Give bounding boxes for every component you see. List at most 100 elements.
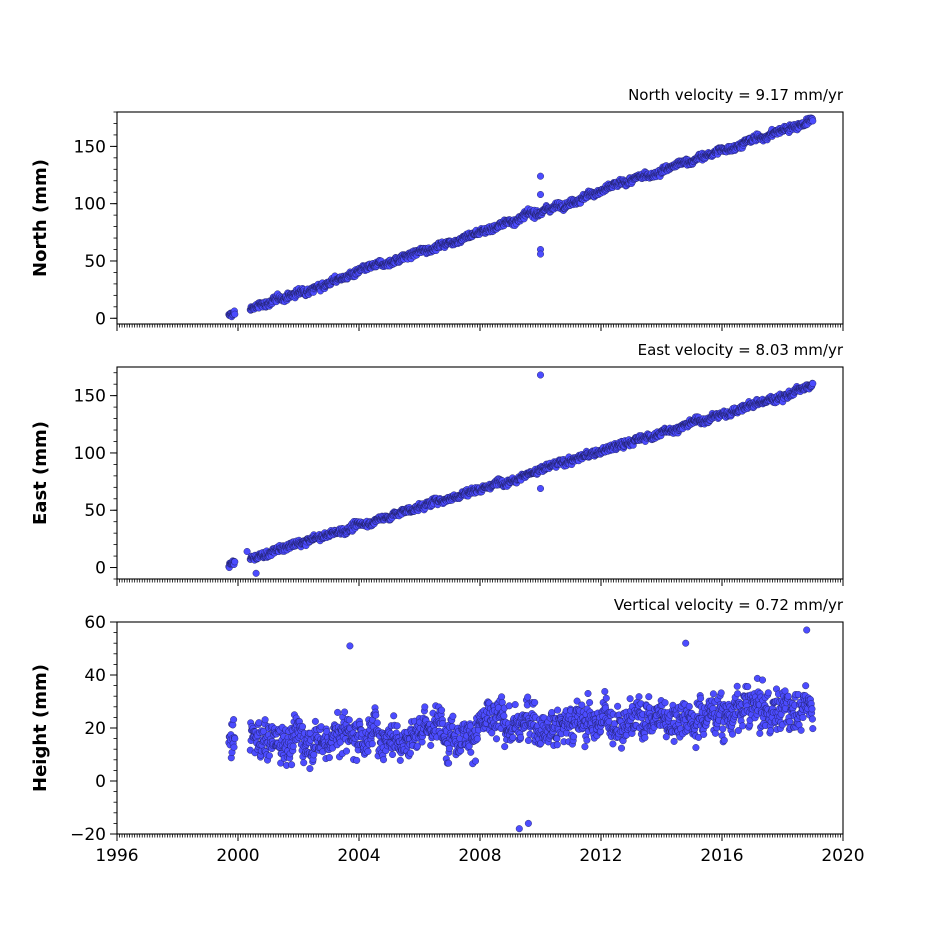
height-data-point [427,741,435,749]
height-data-point [692,744,700,752]
height-data-point [511,701,519,709]
height-data-point [380,756,388,764]
height-data-point [524,693,532,701]
height-data-point [531,699,539,707]
height-data-point [645,693,653,701]
height-data-point [353,756,361,764]
height-data-point [601,688,609,696]
height-data-point [501,743,509,751]
height-data-point [641,734,649,742]
east-outlier-point [252,569,260,577]
height-data-point [586,699,594,707]
height-points [225,626,817,833]
north-y-tick-label: 0 [95,309,106,329]
height-data-point [697,694,705,702]
height-panel: Vertical velocity = 0.72 mm/yr Height (m… [30,596,865,866]
height-data-point [406,749,414,757]
height-data-point [570,733,578,741]
north-y-tick-label: 100 [74,195,106,215]
east-panel: East velocity = 8.03 mm/yr East (mm) 0 50… [30,341,844,586]
height-data-point [255,719,263,727]
east-y-tick-label: 0 [95,559,106,579]
east-points [225,371,817,577]
height-data-point [786,718,794,726]
height-data-point [372,711,380,719]
height-data-point [670,737,678,745]
height-data-point [345,716,353,724]
height-data-point [288,761,296,769]
height-y-axis-label: Height (mm) [30,664,51,792]
east-data-point [809,380,817,388]
height-data-point [364,747,372,755]
east-outlier-point [537,371,545,379]
north-panel: North velocity = 9.17 mm/yr North (mm) 0… [30,86,844,331]
height-data-point [583,736,591,744]
height-data-point [373,719,381,727]
height-data-point [341,708,349,716]
height-data-point [744,683,752,691]
east-x-ticks [116,579,844,586]
height-data-point [661,699,669,707]
height-data-point [618,744,626,752]
north-points [225,114,817,321]
height-data-point [230,743,238,751]
height-data-point [609,740,617,748]
height-data-point [717,689,725,697]
height-data-point [759,676,767,684]
height-data-point [729,730,737,738]
height-data-point [393,722,401,730]
east-y-tick-label: 100 [74,444,106,464]
height-data-point [784,692,792,700]
north-y-ticks: 0 50 100 150 [74,111,117,329]
height-data-point [500,712,508,720]
height-data-point [733,682,741,690]
height-data-point [467,748,475,756]
height-data-point [739,722,747,730]
height-data-point [493,735,501,743]
north-x-ticks [116,324,844,331]
height-data-point [265,752,273,760]
height-data-point [756,729,764,737]
height-data-point [449,712,457,720]
height-data-point [230,716,238,724]
north-outlier-point [537,172,545,180]
height-title: Vertical velocity = 0.72 mm/yr [614,596,844,614]
east-y-ticks: 0 50 100 150 [74,372,117,580]
height-data-point [300,759,308,767]
north-data-point [809,117,817,125]
height-data-point [473,735,481,743]
height-data-point [396,756,404,764]
height-data-point [626,695,634,703]
height-data-point [524,737,532,745]
height-data-point [509,734,517,742]
height-data-point [734,690,742,698]
height-data-point [325,754,333,762]
height-data-point [517,733,525,741]
height-data-point [505,702,513,710]
height-data-point [584,690,592,698]
height-data-point [700,730,708,738]
height-data-point [709,690,717,698]
height-data-point [719,725,727,733]
height-data-point [767,727,775,735]
height-data-point [685,703,693,711]
north-outlier-point [537,250,545,258]
height-data-point [720,736,728,744]
east-y-tick-label: 150 [74,387,106,407]
height-data-point [311,717,319,725]
height-data-point [438,706,446,714]
east-y-tick-label: 50 [84,501,106,521]
north-y-tick-label: 50 [84,252,106,272]
north-outlier-point [537,190,545,198]
height-data-point [764,689,772,697]
east-title: East velocity = 8.03 mm/yr [638,341,844,359]
height-data-point [581,743,589,751]
height-data-point [261,716,269,724]
height-data-point [289,742,297,750]
height-data-point [389,751,397,759]
north-y-tick-label: 150 [74,137,106,157]
east-y-axis-label: East (mm) [30,421,51,525]
east-plot-frame [116,366,844,580]
north-title: North velocity = 9.17 mm/yr [628,86,844,104]
